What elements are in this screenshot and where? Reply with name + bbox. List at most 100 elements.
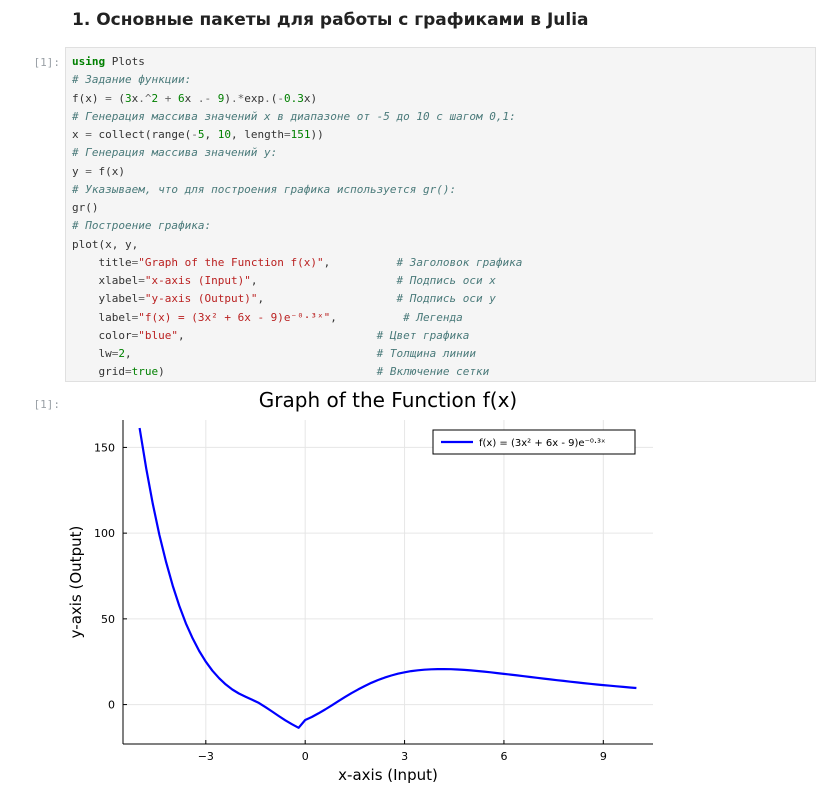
y-tick-label: 100 [94, 527, 115, 540]
code-token: 2 [151, 91, 159, 105]
code-line: xlabel="x-axis (Input)", # Подпись оси x [72, 274, 496, 287]
output-area: −3 0 3 6 9 0 50 100 150 Graph of the Function f(x… [65, 384, 816, 792]
legend-label: f(x) = (3x² + 6x - 9)e⁻⁰·³ˣ [479, 438, 605, 449]
code-line: ylabel="y-axis (Output)", # Подпись оси … [72, 292, 496, 306]
code-token: exp [244, 91, 265, 105]
code-token: = [131, 328, 139, 342]
code-token: f(x) [91, 164, 125, 178]
code-token: grid [72, 365, 125, 379]
code-token [158, 92, 165, 105]
code-cell[interactable]: using Plots # Задание функции: f(x) = (3… [65, 47, 816, 382]
code-line: f(x) = (3x.^2 + 6x .- 9).*exp.(-0.3x) [72, 92, 317, 105]
x-tick-label: −3 [198, 750, 214, 763]
code-token: 10 [217, 128, 231, 141]
code-token: y [72, 164, 86, 178]
y-axis-label: y-axis (Output) [67, 526, 85, 639]
code-line: y = f(x) [72, 165, 125, 178]
code-line: gr() [72, 201, 99, 214]
code-line: label="f(x) = (3x² + 6x - 9)e⁻⁰·³ˣ", # Л… [72, 310, 463, 324]
series-line [138, 427, 637, 729]
code-line: # Построение графика: [72, 219, 211, 232]
code-line: color="blue", # Цвет графика [72, 329, 469, 342]
code-token: using [72, 55, 106, 68]
code-token: plot(x, y, [72, 237, 139, 251]
code-line: grid=true) # Включение сетки [72, 365, 489, 378]
code-token [211, 92, 218, 105]
code-token: 0.3 [284, 91, 304, 105]
code-token: # Включение сетки [376, 365, 490, 379]
code-token: # Подпись оси y [396, 292, 496, 306]
code-token: = [131, 310, 139, 324]
code-token: # Подпись оси x [396, 274, 496, 287]
code-token: label [72, 310, 132, 324]
code-token: , [323, 255, 397, 269]
code-token: 151 [290, 128, 311, 141]
code-token: ) [224, 91, 231, 105]
code-token: xlabel [72, 274, 139, 287]
y-tick-label: 50 [101, 613, 115, 626]
code-line: lw=2, # Толщина линии [72, 347, 476, 360]
code-token: , [257, 292, 397, 306]
code-token: 9 [217, 91, 225, 105]
code-editor[interactable]: using Plots # Задание функции: f(x) = (3… [66, 48, 815, 381]
code-token [171, 92, 178, 105]
code-token: .^ [138, 91, 152, 105]
code-token: + [164, 91, 172, 105]
x-tick-label: 3 [401, 750, 408, 763]
x-tick-label: 0 [302, 750, 309, 763]
code-token: ylabel [72, 292, 139, 306]
code-token: , [250, 274, 397, 287]
code-token: # Генерация массива значений x в диапазо… [72, 109, 516, 123]
y-tick-label: 150 [94, 441, 115, 454]
code-token: , [204, 128, 218, 141]
code-token: # Указываем, что для построения графика … [72, 182, 457, 196]
code-token: # Легенда [403, 310, 463, 324]
code-token: # Генерация массива значений y: [72, 146, 278, 160]
code-token: 2 [118, 347, 125, 360]
code-token: # Толщина линии [376, 347, 477, 360]
code-line: # Генерация массива значений y: [72, 146, 277, 159]
code-token: , [125, 347, 377, 360]
notebook-heading: 1. Основные пакеты для работы с графикам… [72, 10, 589, 30]
code-token: = [138, 292, 145, 306]
code-line: x = collect(range(-5, 10, length=151)) [72, 128, 324, 141]
code-token: "y-axis (Output)" [144, 292, 258, 306]
code-token: Plots [105, 55, 145, 68]
y-tick-label: 0 [108, 699, 115, 712]
code-token: x [131, 91, 139, 105]
code-token: lw [72, 347, 112, 360]
code-token: . [264, 91, 271, 105]
code-token: # Заголовок графика [396, 255, 523, 269]
code-token: ( [270, 91, 278, 105]
code-token: title [72, 255, 132, 269]
code-token: )) [310, 128, 324, 141]
code-token: "blue" [138, 328, 178, 342]
code-token: = [85, 128, 92, 141]
code-token: x [184, 91, 198, 105]
input-prompt: [1]: [33, 56, 61, 69]
code-token: f(x) [72, 91, 106, 105]
code-token: gr() [72, 201, 99, 214]
code-line: using Plots [72, 55, 145, 68]
output-prompt: [1]: [33, 398, 61, 411]
x-tick-label: 9 [600, 750, 607, 763]
code-token: = [131, 255, 139, 269]
code-token: 6 [178, 91, 185, 105]
x-axis-label: x-axis (Input) [338, 766, 438, 784]
code-token: "Graph of the Function f(x)" [138, 255, 324, 269]
code-token: , length [230, 128, 284, 141]
code-token: # Цвет графика [376, 328, 470, 342]
code-token: = [105, 91, 112, 105]
code-token: x) [303, 91, 318, 105]
code-token: color [72, 328, 132, 342]
code-token: collect(range( [91, 128, 192, 141]
code-token: .* [231, 91, 245, 105]
code-token: , [330, 310, 404, 324]
code-token: .- [197, 91, 212, 105]
code-line: # Задание функции: [72, 73, 191, 86]
code-token: = [124, 365, 132, 379]
code-token: # Задание функции: [72, 73, 192, 87]
code-line: # Указываем, что для построения графика … [72, 183, 456, 196]
chart-title: Graph of the Function f(x) [259, 388, 517, 412]
code-token: x [72, 128, 86, 141]
